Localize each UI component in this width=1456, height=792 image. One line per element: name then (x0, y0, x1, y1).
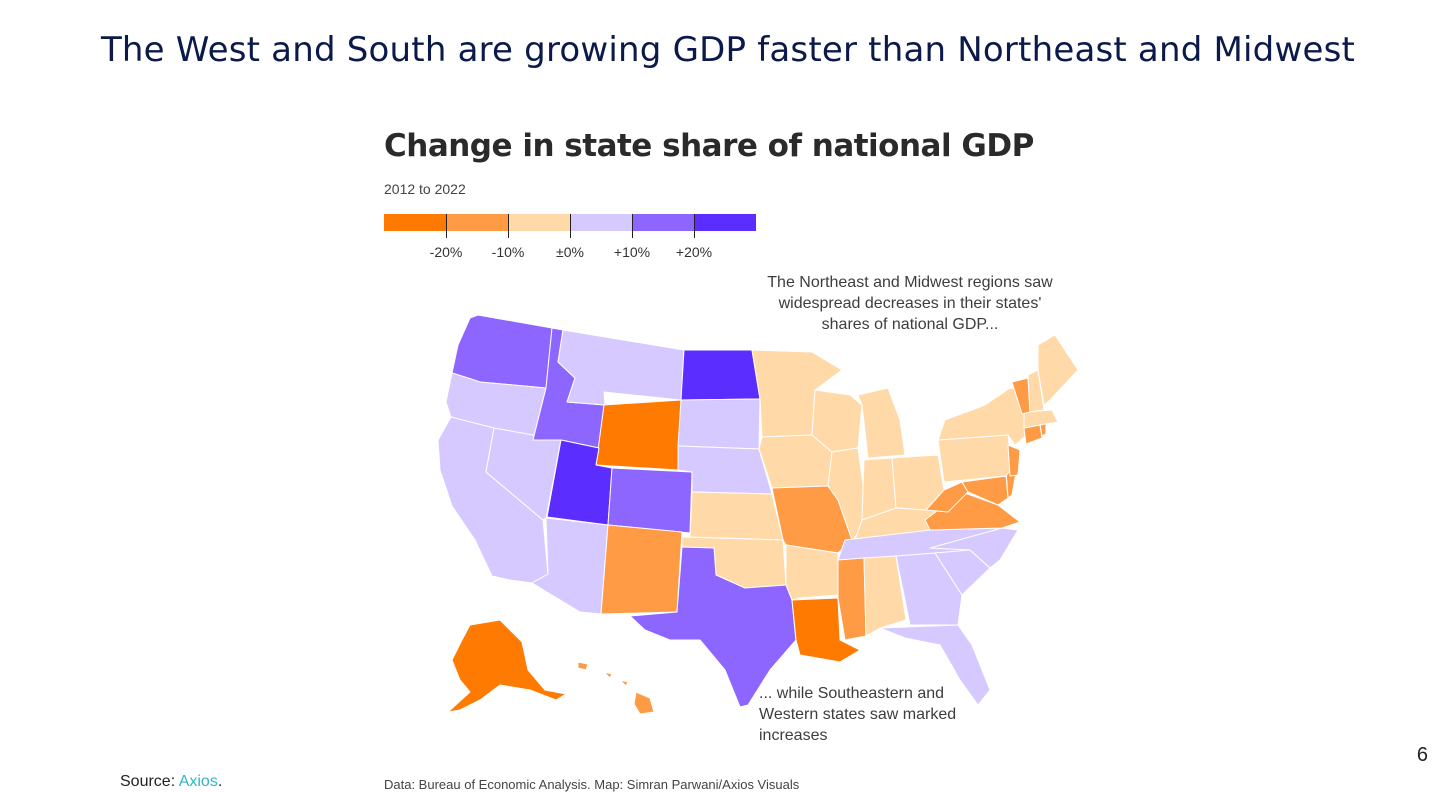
state-mi (857, 387, 906, 459)
state-or (445, 372, 547, 441)
state-az (531, 517, 609, 615)
source-line: Source: Axios. (120, 773, 222, 791)
state-ut (546, 439, 613, 526)
state-wi (811, 389, 863, 453)
legend-tick-label: +10% (613, 244, 651, 260)
state-ok (681, 536, 787, 589)
state-ny (937, 387, 1031, 446)
state-hi (577, 661, 655, 715)
legend-swatch (384, 214, 446, 231)
state-wa (451, 314, 553, 389)
state-ri (1039, 423, 1047, 437)
state-me (1037, 334, 1079, 406)
state-ak (447, 619, 567, 713)
state-wy (595, 399, 682, 471)
legend-swatch (446, 214, 508, 231)
legend-swatch (508, 214, 570, 231)
state-nm (600, 524, 683, 615)
state-ma (1023, 409, 1059, 429)
state-tn (837, 527, 1003, 561)
state-oh (891, 454, 945, 511)
state-vt (1011, 377, 1031, 415)
state-sd (677, 398, 761, 450)
state-ky (854, 504, 945, 541)
state-va (924, 491, 1021, 531)
state-ks (689, 491, 784, 541)
state-ct (1023, 424, 1043, 445)
legend-tick-mark (446, 214, 447, 238)
state-ia (758, 434, 833, 489)
legend-tick-mark (694, 214, 695, 238)
state-nc (929, 527, 1019, 569)
legend-ticks: -20% -10% ±0% +10% +20% (384, 214, 756, 266)
legend-tick-label: -10% (491, 244, 525, 260)
state-mn (751, 349, 843, 438)
state-il (827, 447, 865, 541)
page-number: 6 (1416, 744, 1428, 766)
state-nv (485, 427, 562, 521)
legend-tick-label: -20% (429, 244, 463, 260)
state-ar (785, 544, 839, 601)
state-sc (934, 549, 991, 596)
state-ga (895, 552, 963, 626)
state-la (791, 597, 861, 663)
legend-swatch (570, 214, 632, 231)
legend-swatch (632, 214, 694, 231)
state-mt (557, 329, 685, 406)
annotation-southeast-west: ... while Southeastern and Western state… (759, 685, 957, 744)
state-md (961, 475, 1009, 506)
chart-subtitle: 2012 to 2022 (384, 181, 466, 197)
source-label: Source: (120, 773, 176, 790)
color-legend: -20% -10% ±0% +10% +20% (384, 214, 756, 266)
annotation-northeast-midwest: The Northeast and Midwest regions saw wi… (767, 274, 1053, 333)
state-wv (925, 481, 969, 513)
state-de (1005, 469, 1017, 499)
state-co (607, 467, 693, 534)
legend-tick-mark (570, 214, 571, 238)
state-ms (837, 557, 867, 641)
legend-tick-mark (632, 214, 633, 238)
state-ne (677, 445, 773, 495)
state-al (863, 555, 907, 637)
legend-color-bar (384, 214, 756, 231)
state-nh (1027, 369, 1045, 413)
state-id (532, 327, 606, 449)
state-nd (680, 349, 761, 401)
legend-tick-label: +20% (675, 244, 713, 260)
legend-swatch (694, 214, 756, 231)
slide-title: The West and South are growing GDP faste… (100, 30, 1356, 70)
data-credit: Data: Bureau of Economic Analysis. Map: … (384, 777, 800, 792)
source-link[interactable]: Axios (178, 773, 218, 790)
legend-tick-mark (508, 214, 509, 238)
state-pa (937, 434, 1013, 483)
legend-tick-label: ±0% (556, 244, 584, 260)
chart-title: Change in state share of national GDP (384, 128, 1034, 164)
state-mo (771, 485, 853, 554)
state-ca (437, 416, 549, 584)
source-trailing: . (217, 773, 223, 790)
state-nj (1007, 444, 1021, 477)
state-in (861, 457, 897, 521)
